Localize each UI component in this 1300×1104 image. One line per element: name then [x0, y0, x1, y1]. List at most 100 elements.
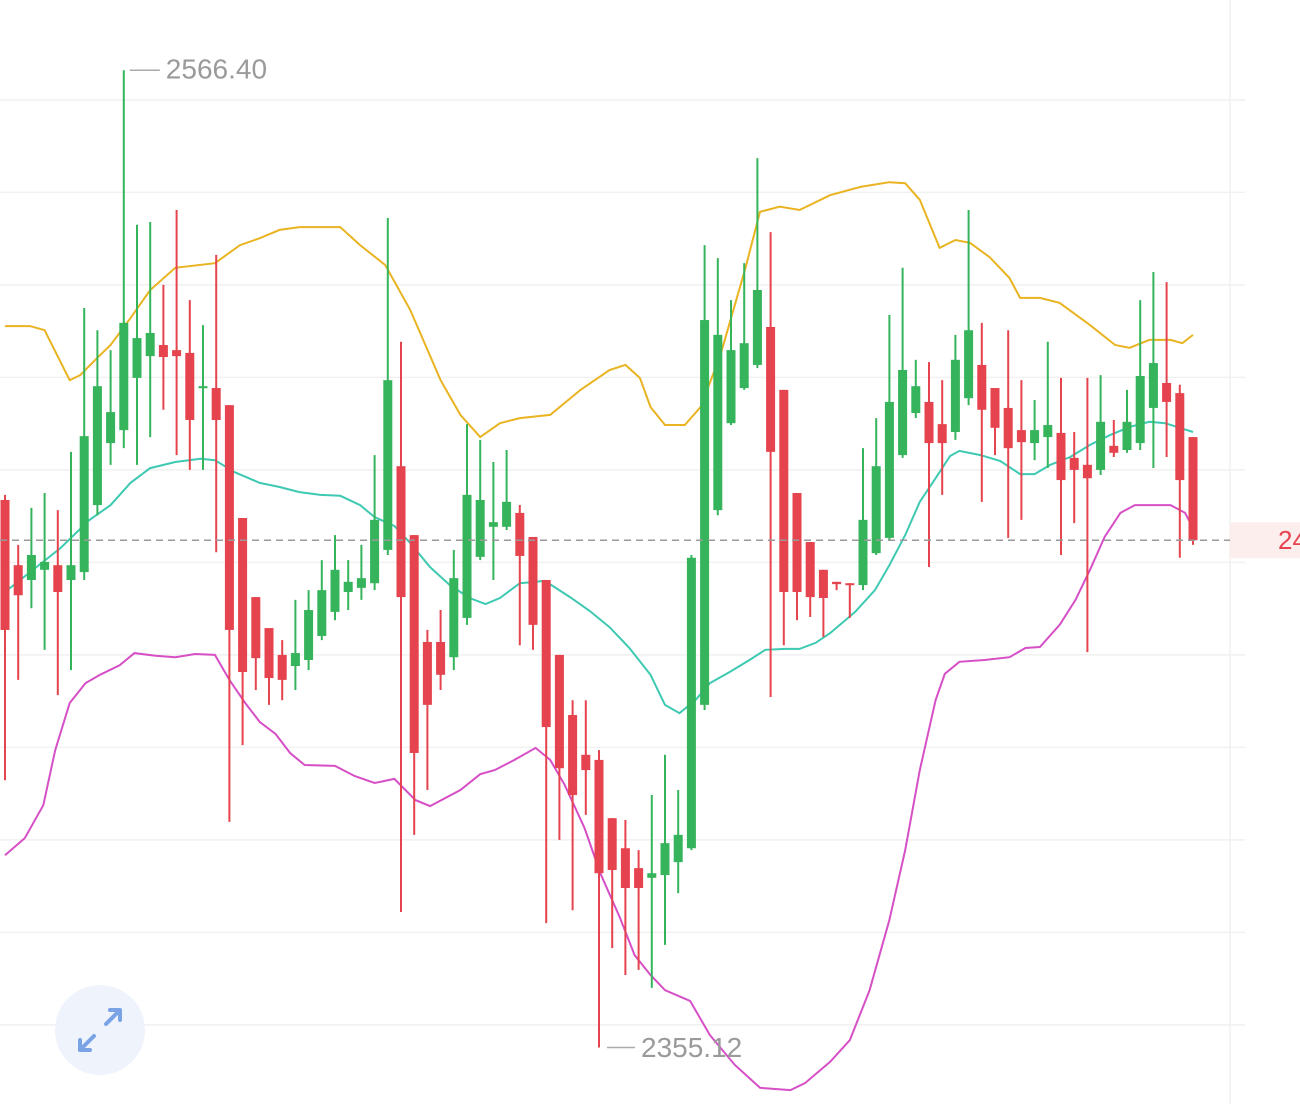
candle-body: [541, 579, 551, 728]
candle-body: [647, 873, 657, 878]
candle-body: [977, 364, 987, 410]
candle-body: [396, 466, 406, 598]
candle-body: [251, 597, 261, 659]
candle-body: [515, 512, 525, 556]
candle-body: [422, 641, 432, 705]
candle-body: [766, 326, 776, 452]
overlay: 2566.40 2355.12 24: [0, 54, 1300, 1063]
candle-body: [568, 715, 578, 796]
candle-body: [858, 519, 868, 586]
candle-body: [132, 338, 142, 378]
candle-body: [1188, 437, 1198, 541]
candle-body: [40, 561, 50, 570]
last-price-label: 24: [1278, 525, 1300, 555]
candle-body: [211, 388, 221, 420]
candle-body: [1016, 430, 1026, 443]
candle-body: [119, 322, 129, 431]
candle-body: [330, 569, 340, 612]
candle-body: [1056, 432, 1066, 481]
candle-body: [818, 569, 828, 599]
candle-body: [185, 352, 195, 420]
candle-body: [238, 518, 248, 673]
candle-body: [660, 843, 670, 876]
candle-body: [79, 436, 89, 573]
candle-body: [832, 581, 842, 585]
candle-body: [1175, 393, 1185, 481]
band-line: [5, 181, 1194, 439]
candle-body: [1030, 430, 1040, 444]
candle-body: [1069, 457, 1079, 470]
candle-body: [277, 654, 287, 680]
candle-body: [607, 818, 617, 870]
candle-body: [884, 401, 894, 538]
candle-body: [172, 350, 182, 357]
candle-body: [1135, 376, 1145, 444]
candle-body: [53, 565, 63, 593]
candle-body: [158, 345, 168, 358]
candle-body: [0, 499, 10, 630]
candle-body: [488, 522, 498, 527]
candle-body: [1096, 421, 1106, 470]
band-line: [4, 420, 1194, 715]
candle-body: [898, 370, 908, 456]
candle-body: [264, 628, 274, 679]
candle-body: [475, 499, 485, 557]
candle-body: [26, 555, 36, 580]
candle-body: [356, 578, 366, 588]
candle-body: [528, 536, 538, 625]
candle-body: [871, 466, 881, 554]
candle-body: [343, 581, 353, 593]
candle-body: [990, 388, 1000, 428]
candle-body: [634, 868, 644, 889]
expand-button-bg[interactable]: [55, 985, 145, 1075]
candle-body: [911, 386, 921, 414]
candle-body: [1148, 363, 1158, 408]
candle-body: [937, 424, 947, 444]
candle-body: [317, 590, 327, 636]
candle-body: [502, 501, 512, 527]
high-marker-label: 2566.40: [166, 54, 267, 85]
candle-body: [1162, 382, 1172, 402]
last-price-box: [1230, 522, 1300, 559]
candle-body: [1109, 445, 1119, 453]
candle-body: [436, 641, 446, 675]
candle-body: [805, 542, 815, 598]
expand-button[interactable]: [55, 985, 145, 1075]
candle-body: [1082, 464, 1092, 479]
candle-body: [370, 519, 380, 584]
candle-body: [1122, 421, 1132, 451]
candle-body: [686, 557, 696, 849]
candle-body: [66, 565, 76, 580]
candle-body: [106, 412, 116, 444]
candle-body: [462, 494, 472, 618]
candle-body: [290, 653, 300, 667]
candle-body: [1043, 425, 1053, 438]
candle-body: [304, 610, 314, 660]
candle-body: [726, 350, 736, 424]
candle-body: [383, 380, 393, 550]
candle-body: [581, 754, 591, 771]
candle-body: [700, 320, 710, 705]
low-marker-label: 2355.12: [641, 1032, 742, 1063]
candle-body: [845, 583, 855, 586]
candle-body: [620, 848, 630, 889]
candles: [0, 70, 1198, 1048]
candle-body: [752, 289, 762, 365]
candle-body: [409, 535, 419, 753]
candle-body: [964, 330, 974, 399]
candle-body: [198, 386, 208, 389]
candle-body: [13, 565, 23, 596]
candle-body: [950, 359, 960, 432]
candle-body: [779, 389, 789, 593]
candle-body: [792, 493, 802, 593]
candle-body: [1003, 407, 1013, 449]
candle-body: [594, 759, 604, 874]
candle-body: [924, 401, 934, 444]
candle-body: [92, 386, 102, 506]
candle-body: [739, 343, 749, 389]
candle-body: [224, 405, 234, 630]
expand-icon[interactable]: [78, 1008, 122, 1052]
candle-body: [554, 654, 564, 769]
